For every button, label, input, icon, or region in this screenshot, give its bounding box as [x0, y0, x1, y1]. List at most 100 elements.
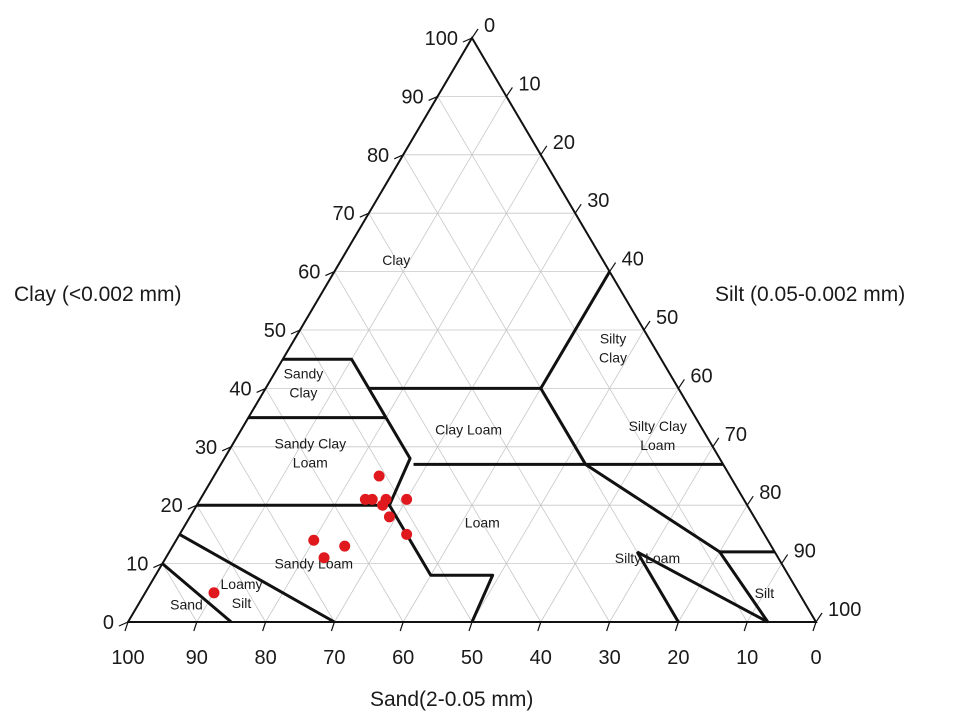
clay-tick-label: 10 [126, 554, 148, 576]
silt-tick-mark [540, 145, 548, 156]
clay-tick-mark [462, 37, 473, 43]
region-label-clay-loam: Clay Loam [435, 421, 502, 437]
silt-tick-label: 60 [690, 365, 712, 387]
texture-class-labels: Clay Sandy Clay Silty Clay Sandy Clay Loam Clay… [170, 252, 774, 613]
sand-tick-label: 70 [323, 647, 345, 669]
region-label-silty-clay-loam: Silty Clay Loam [629, 418, 687, 453]
region-label-silt: Silt [755, 585, 775, 601]
silt-tick-label: 40 [622, 249, 644, 271]
grid-line-silt [746, 563, 782, 623]
sand-tick-mark [124, 621, 129, 632]
sand-tick-label: 0 [810, 647, 821, 669]
sample-point [383, 511, 395, 523]
clay-tick-mark [187, 504, 198, 510]
sample-point [366, 493, 378, 505]
grid-line-sand [230, 446, 335, 623]
class-boundary [636, 550, 769, 624]
silt-tick-mark [643, 320, 651, 331]
clay-tick-mark [221, 446, 232, 452]
sand-tick-mark [468, 621, 473, 632]
sand-tick-label: 10 [736, 647, 758, 669]
silt-tick-mark [746, 495, 754, 506]
clay-tick-mark [325, 271, 335, 277]
sand-tick-mark [606, 621, 611, 632]
grid-line-silt [540, 388, 679, 623]
silt-tick-label: 100 [828, 599, 861, 621]
class-boundary [161, 562, 233, 624]
silt-tick-label: 20 [553, 132, 575, 154]
sample-point [373, 470, 385, 482]
clay-tick-mark [359, 212, 370, 218]
clay-tick-label: 70 [333, 203, 355, 225]
sand-tick-label: 60 [392, 647, 414, 669]
class-boundary [178, 533, 336, 624]
region-label-silty-loam: Silty Loam [615, 550, 680, 566]
grid-line-silt [678, 504, 748, 623]
class-boundary [635, 551, 680, 623]
sand-tick-mark [193, 621, 198, 632]
clay-tick-label: 90 [401, 86, 423, 108]
silt-tick-label: 0 [484, 15, 495, 37]
sample-point [308, 534, 320, 546]
clay-tick-label: 100 [425, 28, 458, 50]
sand-tick-mark [262, 621, 267, 632]
grid-line-silt [471, 329, 645, 623]
grid-line-sand [162, 563, 198, 623]
region-label-clay: Clay [382, 252, 410, 268]
silt-tick-label: 80 [759, 482, 781, 504]
clay-tick-label: 30 [195, 437, 217, 459]
sand-tick-label: 100 [111, 647, 144, 669]
sample-point [380, 493, 392, 505]
region-label-loamy-sand: Loamy Silt [221, 576, 263, 611]
silt-tick-mark [677, 379, 685, 389]
class-boundary [282, 357, 388, 419]
sand-tick-mark [812, 621, 817, 632]
silt-tick-label: 90 [794, 541, 816, 563]
sample-point [401, 528, 413, 540]
sand-tick-mark [330, 621, 335, 632]
clay-tick-label: 20 [161, 495, 183, 517]
region-label-silty-clay: Silty Clay [599, 331, 627, 366]
sample-point [339, 540, 351, 552]
tick-marks [118, 28, 823, 632]
sand-axis-title: Sand(2-0.05 mm) [370, 688, 534, 711]
clay-tick-mark [393, 154, 404, 160]
silt-tick-mark [781, 554, 789, 564]
grid-line-sand [299, 329, 473, 623]
region-label-sand: Sand [170, 596, 203, 612]
sand-tick-mark [399, 621, 404, 632]
clay-tick-mark [428, 95, 438, 101]
silt-tick-label: 10 [518, 73, 540, 95]
sand-tick-label: 80 [254, 647, 276, 669]
grid-line-silt [609, 446, 714, 623]
region-label-sandy-clay: Sandy Clay [284, 366, 324, 401]
silt-tick-mark [609, 262, 617, 272]
region-label-sandy-clay-loam: Sandy Clay Loam [275, 436, 347, 471]
clay-tick-mark [290, 329, 301, 335]
sand-tick-label: 30 [598, 647, 620, 669]
silt-axis-title: Silt (0.05-0.002 mm) [715, 283, 906, 306]
class-boundary [539, 387, 587, 466]
silt-tick-mark [471, 28, 479, 39]
sample-point [318, 552, 330, 564]
sample-point [401, 493, 413, 505]
silt-tick-mark [815, 612, 823, 623]
clay-tick-mark [153, 563, 163, 569]
class-boundary [584, 463, 770, 623]
grid-line-sand [437, 96, 748, 623]
clay-axis-title: Clay (<0.002 mm) [14, 283, 182, 306]
clay-tick-label: 0 [103, 612, 114, 634]
silt-tick-label: 70 [725, 424, 747, 446]
silt-tick-label: 30 [587, 190, 609, 212]
sand-tick-label: 50 [461, 647, 483, 669]
texture-class-boundaries [161, 270, 775, 624]
clay-tick-label: 80 [367, 145, 389, 167]
sand-tick-label: 20 [667, 647, 689, 669]
clay-tick-label: 50 [264, 320, 286, 342]
silt-tick-mark [505, 87, 513, 97]
silt-tick-mark [574, 203, 582, 214]
grid [162, 96, 782, 623]
tick-labels: 0 0 0 10 10 10 20 20 20 30 30 30 40 40 40 50 50 50 60 60 60 7… [103, 15, 862, 669]
